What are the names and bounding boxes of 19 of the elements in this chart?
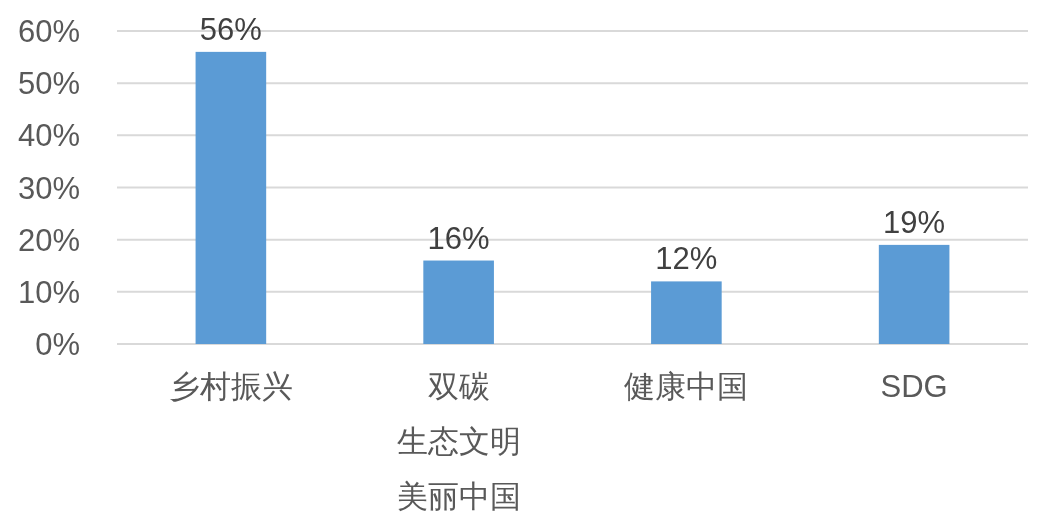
y-tick-label: 30% [17,170,80,206]
bar [651,281,722,344]
data-label: 19% [883,204,946,240]
x-tick-label: 双碳生态文明美丽中国 [396,369,521,514]
y-tick-label: 50% [17,66,80,102]
data-label: 12% [655,241,718,277]
y-tick-label: 10% [17,274,80,310]
y-tick-label: 60% [17,14,80,49]
y-tick-label: 40% [17,118,80,154]
x-tick-label: 乡村振兴 [168,369,293,404]
x-tick-label: 健康中国 [624,369,749,404]
bar [878,244,950,344]
data-label: 16% [427,220,490,256]
data-label: 56% [199,11,262,47]
y-tick-label: 20% [17,222,80,258]
bar [423,260,494,344]
bar [195,51,267,344]
y-tick-label: 0% [35,327,80,362]
x-tick-label: SDG [880,369,948,404]
